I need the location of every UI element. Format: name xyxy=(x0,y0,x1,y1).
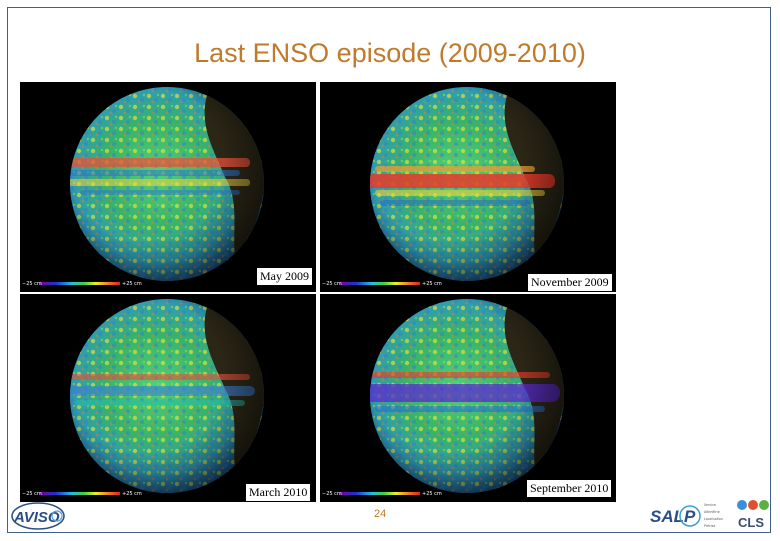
panel-date-label: March 2010 xyxy=(246,484,311,501)
globe-image xyxy=(40,299,264,495)
globe-panel-march-2010: −25 cm +25 cm March 2010 xyxy=(20,294,316,502)
scale-min-label: −25 cm xyxy=(322,281,342,287)
scale-min-label: −25 cm xyxy=(322,491,342,497)
cls-logo: CLS xyxy=(734,496,774,536)
svg-text:Précise: Précise xyxy=(704,524,715,528)
svg-text:Altimétrie: Altimétrie xyxy=(704,510,720,514)
scale-max-label: +25 cm xyxy=(122,491,142,497)
globe-panel-november-2009: −25 cm +25 cm November 2009 xyxy=(320,82,616,292)
scale-max-label: +25 cm xyxy=(122,281,142,287)
scale-max-label: +25 cm xyxy=(422,281,442,287)
svg-text:Localisation: Localisation xyxy=(704,517,723,521)
panel-date-label: September 2010 xyxy=(527,480,612,497)
globe-panel-september-2010: −25 cm +25 cm September 2010 xyxy=(320,294,616,502)
panel-date-label: November 2009 xyxy=(528,274,612,291)
svg-text:Service: Service xyxy=(704,503,716,507)
globe-image xyxy=(340,87,564,285)
slide-frame xyxy=(7,7,771,533)
slide-title: Last ENSO episode (2009-2010) xyxy=(194,38,586,68)
panel-date-label: May 2009 xyxy=(257,268,312,285)
svg-text:SALP: SALP xyxy=(650,507,696,526)
salp-logo: SALP Service Altimétrie Localisation Pré… xyxy=(648,498,724,534)
page-number: 24 xyxy=(374,508,387,520)
globe-image xyxy=(340,299,564,495)
svg-text:AVISO: AVISO xyxy=(13,509,60,526)
scale-max-label: +25 cm xyxy=(422,491,442,497)
globe-panel-may-2009: −25 cm +25 cm May 2009 xyxy=(20,82,316,292)
scale-min-label: −25 cm xyxy=(22,491,42,497)
globe-image xyxy=(40,87,264,285)
svg-text:CLS: CLS xyxy=(738,515,764,530)
scale-min-label: −25 cm xyxy=(22,281,42,287)
aviso-logo: AVISO xyxy=(10,500,70,532)
